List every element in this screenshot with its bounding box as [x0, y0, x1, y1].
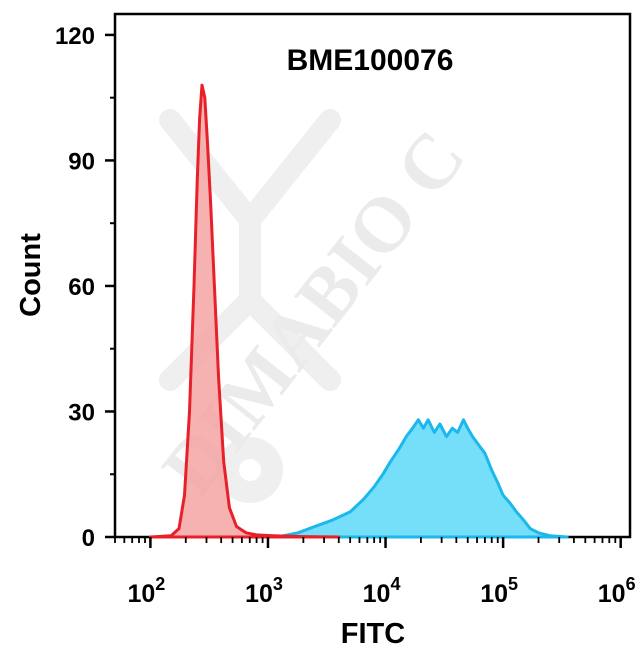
- y-tick-label: 0: [82, 525, 95, 552]
- series-1-area: [275, 418, 569, 539]
- x-tick-label: 104: [363, 574, 401, 608]
- x-tick-label: 106: [598, 574, 636, 608]
- chart-title: BME100076: [287, 44, 454, 77]
- y-axis-title: Count: [15, 233, 47, 317]
- x-tick-label: 105: [480, 574, 518, 608]
- x-axis: 102 103 104 105 106: [114, 537, 636, 608]
- y-tick-label: 120: [55, 23, 95, 50]
- watermark-logo: [159, 109, 341, 503]
- x-tick-label: 103: [245, 574, 283, 608]
- y-tick-label: 60: [68, 274, 95, 301]
- x-axis-title: FITC: [341, 618, 405, 650]
- series-0-area: [148, 83, 341, 539]
- y-tick-label: 90: [68, 148, 95, 175]
- y-tick-label: 30: [68, 399, 95, 426]
- series-layer: [148, 83, 569, 539]
- y-axis: 0 30 60 90 120: [55, 23, 115, 552]
- x-tick-label: 102: [127, 574, 165, 608]
